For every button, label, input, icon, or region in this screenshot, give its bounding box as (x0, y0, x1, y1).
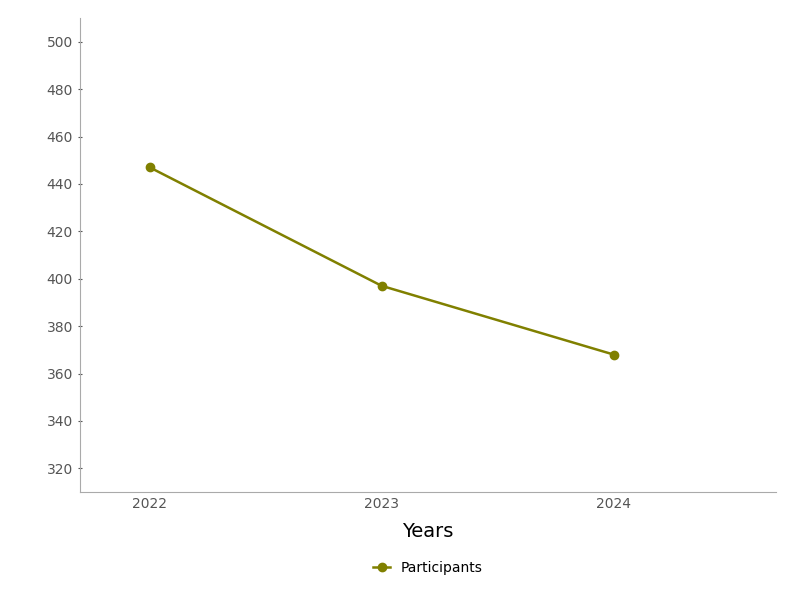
Participants (145, 164, 154, 171)
Line: Participants: Participants (146, 163, 618, 359)
Participants (609, 351, 618, 358)
X-axis label: Years: Years (402, 522, 454, 541)
Participants (377, 282, 386, 289)
Legend: Participants: Participants (368, 556, 488, 581)
